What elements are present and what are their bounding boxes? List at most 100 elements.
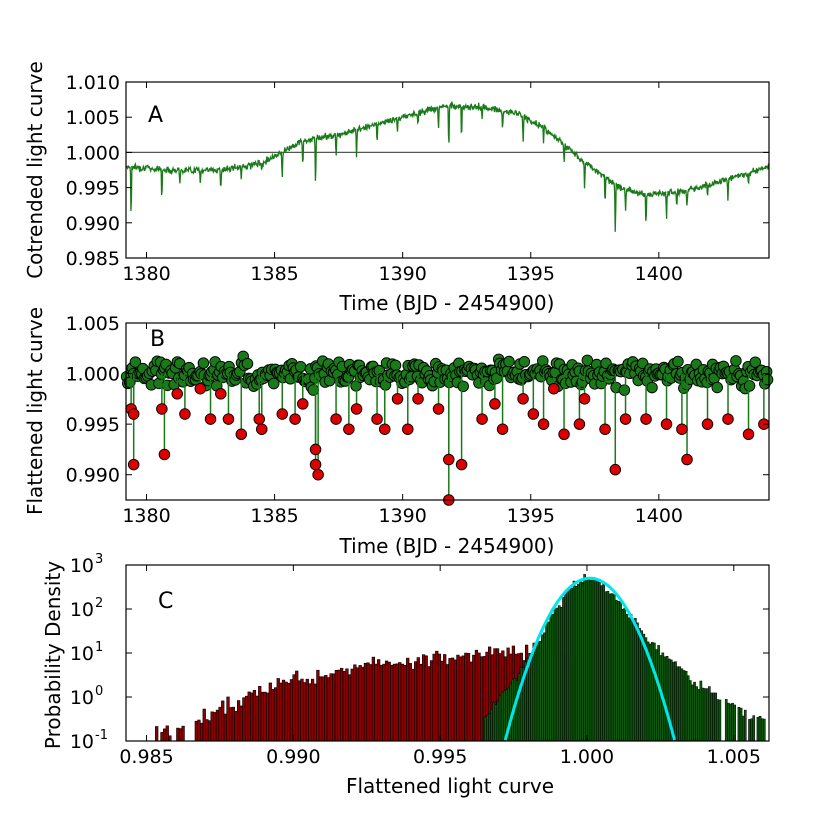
- out-of-transit-point: [618, 384, 631, 396]
- in-transit-bar: [236, 700, 241, 742]
- in-transit-bar: [411, 668, 415, 742]
- in-transit-bar: [340, 667, 344, 742]
- out-of-transit-bar: [610, 593, 614, 742]
- out-of-transit-bar: [748, 719, 751, 742]
- out-of-transit-bar: [553, 608, 557, 742]
- out-of-transit-bar: [762, 718, 766, 742]
- out-of-transit-bar: [608, 593, 612, 742]
- out-of-transit-bar: [593, 578, 597, 742]
- out-of-transit-bar: [705, 688, 709, 742]
- in-transit-point: [253, 413, 265, 425]
- out-of-transit-bar: [595, 580, 599, 742]
- in-transit-bar: [353, 664, 357, 742]
- out-of-transit-point: [197, 357, 210, 369]
- in-transit-point: [619, 413, 632, 425]
- panel-b-y-ticks: 0.990 0.995 1.000 1.005: [66, 313, 769, 487]
- y-tick-label: 1.000: [66, 364, 120, 386]
- y-tick-label: 0.990: [66, 213, 120, 235]
- y-tick-exponent: 2: [95, 596, 103, 611]
- out-of-transit-point: [389, 359, 402, 372]
- out-of-transit-bar: [483, 716, 487, 742]
- in-transit-bar: [321, 676, 325, 742]
- in-transit-bar: [390, 664, 394, 742]
- y-tick-label: 10: [70, 599, 94, 621]
- out-of-transit-bar: [729, 703, 732, 742]
- in-transit-bar: [247, 691, 251, 742]
- in-transit-point: [443, 453, 455, 466]
- in-transit-point: [402, 423, 414, 435]
- in-transit-point: [609, 463, 622, 476]
- out-of-transit-point: [646, 381, 658, 394]
- y-tick-label: 10: [70, 687, 94, 709]
- in-transit-bar: [287, 683, 291, 742]
- panel-a-y-ticks: 0.985 0.990 0.995 1.000 1.005 1.010: [66, 72, 769, 270]
- out-of-transit-bar: [638, 628, 641, 742]
- out-of-transit-bar: [560, 607, 563, 742]
- out-of-transit-bar: [724, 699, 728, 742]
- in-transit-point: [297, 398, 309, 410]
- in-transit-point: [676, 423, 688, 435]
- out-of-transit-bar: [712, 692, 715, 742]
- x-tick-label: 1380: [122, 263, 170, 285]
- in-transit-point: [127, 408, 140, 420]
- in-transit-bar: [318, 676, 323, 742]
- in-transit-bar: [160, 732, 164, 742]
- out-of-transit-bar: [532, 642, 536, 742]
- panel-b-x-ticks: 1380 1385 1390 1395 1400: [122, 323, 683, 527]
- x-tick-label: 1380: [122, 505, 170, 527]
- in-transit-point: [127, 458, 140, 471]
- in-transit-bar: [252, 690, 257, 742]
- in-transit-bar: [255, 695, 259, 742]
- panel-b-ylabel: Flattened light curve: [23, 307, 47, 515]
- in-transit-bar: [458, 656, 463, 742]
- in-transit-bar: [207, 720, 212, 742]
- in-transit-bar: [474, 649, 479, 742]
- y-tick-label: 1.000: [66, 142, 120, 164]
- x-tick-label: 1400: [635, 505, 683, 527]
- out-of-transit-bar: [752, 715, 756, 742]
- out-of-transit-bar: [631, 619, 635, 742]
- out-of-transit-bar: [549, 614, 553, 742]
- in-transit-point: [527, 408, 540, 420]
- in-transit-bar: [400, 663, 405, 742]
- in-transit-bar: [300, 678, 304, 742]
- in-transit-bar: [281, 679, 286, 742]
- in-transit-point: [235, 428, 248, 441]
- out-of-transit-bar: [538, 641, 542, 742]
- panel-b: 1380 1385 1390 1395 1400 0.990 0.995 1.000 1.00…: [23, 307, 774, 558]
- in-transit-bar: [176, 727, 180, 742]
- in-transit-bar: [371, 656, 375, 742]
- out-of-transit-bar: [488, 713, 491, 742]
- panel-c: 0.985 0.990 0.995 1.000 1.005 10 -110 010 110 21…: [41, 552, 770, 798]
- in-transit-point: [391, 393, 404, 405]
- in-transit-bar: [289, 679, 294, 742]
- panel-b-in-transit: [125, 373, 770, 506]
- out-of-transit-bar: [536, 641, 540, 742]
- in-transit-bar: [218, 706, 222, 742]
- out-of-transit-bar: [655, 649, 658, 742]
- in-transit-bar: [334, 670, 338, 742]
- out-of-transit-bar: [657, 645, 660, 742]
- out-of-transit-bar: [629, 614, 633, 742]
- out-of-transit-bar: [642, 633, 646, 742]
- in-transit-bar: [313, 683, 317, 742]
- in-transit-bar: [308, 683, 312, 742]
- out-of-transit-bar: [710, 692, 713, 742]
- in-transit-bar: [403, 664, 407, 742]
- out-of-transit-bar: [760, 718, 764, 742]
- in-transit-bar: [421, 654, 426, 742]
- in-transit-bar: [213, 712, 217, 742]
- in-transit-point: [330, 413, 342, 425]
- in-transit-point: [276, 408, 289, 420]
- out-of-transit-point: [761, 373, 774, 386]
- in-transit-point: [599, 423, 611, 435]
- out-of-transit-point: [268, 377, 280, 390]
- out-of-transit-bar: [570, 587, 574, 742]
- in-transit-point: [722, 413, 734, 425]
- in-transit-point: [476, 413, 488, 425]
- in-transit-bar: [297, 680, 301, 742]
- out-of-transit-bar: [602, 583, 605, 742]
- y-tick-exponent: -1: [95, 728, 108, 743]
- out-of-transit-bar: [743, 709, 747, 742]
